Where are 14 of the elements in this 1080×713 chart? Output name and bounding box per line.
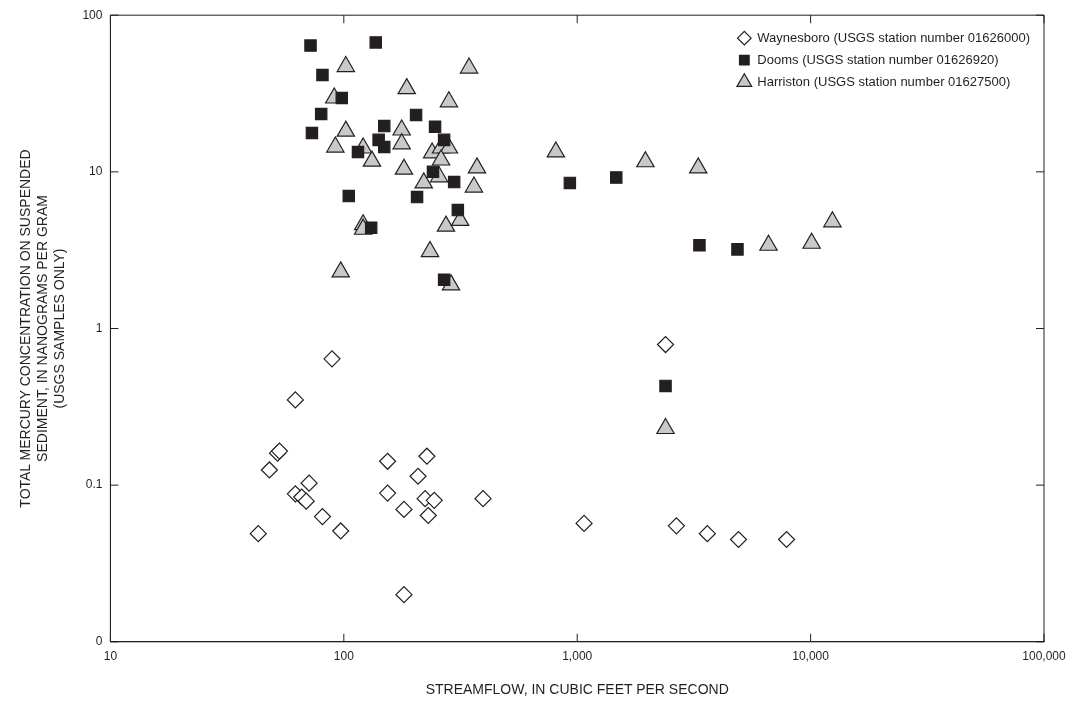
x-tick-label: 100 — [333, 649, 355, 664]
y-tick-label: 100 — [82, 7, 103, 22]
legend-label: Harriston (USGS station number 01627500) — [757, 73, 1011, 89]
x-tick-label: 10,000 — [792, 649, 830, 664]
x-axis-title: STREAMFLOW, IN CUBIC FEET PER SECOND — [425, 681, 729, 698]
y-tick-label: 1 — [95, 320, 103, 335]
y-tick-label: 10 — [89, 164, 103, 179]
legend-label: Waynesboro (USGS station number 01626000) — [757, 29, 1031, 45]
legend-label: Dooms (USGS station number 01626920) — [757, 51, 999, 67]
x-tick-label: 100,000 — [1022, 649, 1067, 664]
y-tick-label: 0.1 — [85, 477, 103, 492]
y-axis-title: TOTAL MERCURY CONCENTRATION ON SUSPENDED SEDIMENT, IN NANOGRAMS PER GRAM (USGS SAMPLES ONLY) — [17, 149, 67, 508]
x-tick-label: 1,000 — [562, 649, 593, 664]
y-tick-label: 0 — [95, 634, 103, 649]
